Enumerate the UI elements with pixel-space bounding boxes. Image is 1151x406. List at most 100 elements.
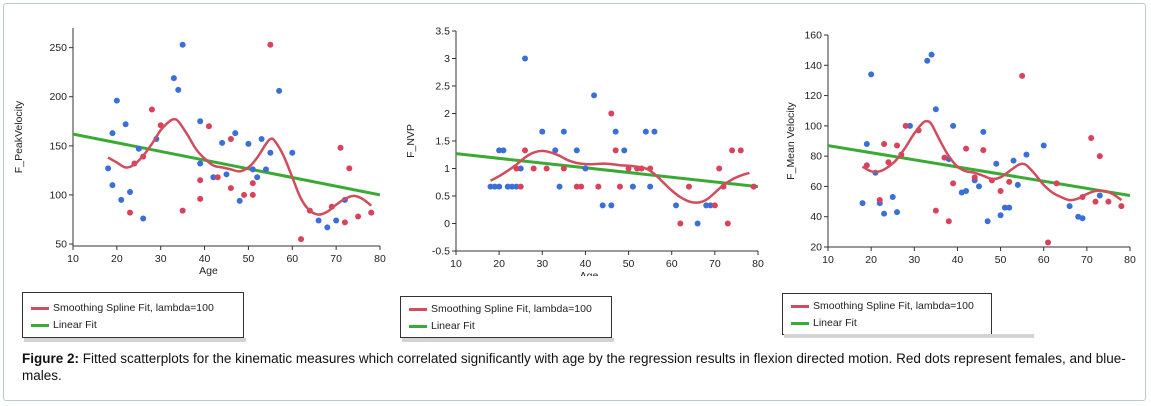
- female-point: [197, 195, 204, 202]
- female-point: [608, 110, 615, 117]
- female-point: [876, 197, 883, 204]
- legend-item-spline: Smoothing Spline Fit, lambda=100: [409, 302, 592, 316]
- male-point: [118, 196, 125, 203]
- male-point: [496, 147, 503, 154]
- male-point: [889, 194, 896, 201]
- female-point: [612, 147, 619, 154]
- female-point: [1092, 198, 1099, 205]
- male-point: [1066, 203, 1073, 210]
- male-point: [262, 166, 269, 173]
- male-point: [703, 202, 710, 209]
- caption-prefix: Figure 2:: [22, 351, 80, 366]
- y-tick-label: 150: [49, 140, 67, 152]
- spline-swatch: [791, 304, 809, 308]
- x-tick-label: 30: [908, 254, 920, 266]
- male-point: [859, 200, 866, 207]
- y-tick-label: 3.5: [435, 26, 450, 38]
- male-point: [513, 183, 520, 190]
- female-point: [179, 207, 186, 214]
- legend-spline-label: Smoothing Spline Fit, lambda=100: [813, 300, 974, 312]
- x-tick-label: 50: [243, 253, 255, 265]
- male-point: [258, 135, 265, 142]
- spline-fit-curve: [861, 119, 1123, 202]
- figure-caption: Figure 2: Fitted scatterplots for the ki…: [22, 350, 1137, 384]
- legend-item-spline: Smoothing Spline Fit, lambda=100: [31, 301, 214, 315]
- legend-shadow-1: [24, 338, 246, 342]
- y-tick-label: 2: [444, 108, 450, 120]
- male-point: [504, 183, 511, 190]
- female-point: [368, 209, 375, 216]
- male-point: [560, 128, 567, 135]
- female-point: [214, 174, 221, 181]
- female-point: [863, 162, 870, 169]
- male-point: [324, 224, 331, 231]
- male-point: [894, 209, 901, 216]
- female-point: [560, 165, 567, 172]
- y-tick-label: 60: [810, 181, 822, 193]
- x-tick-label: 40: [952, 254, 964, 266]
- male-point: [1040, 142, 1047, 149]
- plot-area: [828, 51, 1130, 246]
- male-point: [1014, 181, 1021, 188]
- linear-swatch: [409, 324, 427, 328]
- male-point: [694, 220, 701, 227]
- female-point: [595, 183, 602, 190]
- female-point: [346, 165, 353, 172]
- female-point: [729, 147, 736, 154]
- y-tick-label: 140: [804, 60, 822, 72]
- male-point: [651, 128, 658, 135]
- female-point: [1096, 153, 1103, 160]
- female-point: [980, 147, 987, 154]
- male-point: [1010, 157, 1017, 164]
- y-tick-label: 250: [49, 42, 67, 54]
- male-point: [254, 174, 261, 181]
- x-tick-label: 10: [450, 258, 462, 270]
- chart-panel-mean-velocity: 20 40 60 80 100 120 140 160 10 20 30 40 50 60 70 80 F_Me…: [780, 24, 1145, 276]
- x-tick-label: 50: [995, 254, 1007, 266]
- legend-shadow-3: [784, 334, 1034, 338]
- male-point: [924, 57, 931, 64]
- male-point: [976, 183, 982, 190]
- figure-frame: [3, 3, 1146, 401]
- female-point: [711, 202, 718, 209]
- female-point: [941, 154, 948, 161]
- x-tick-label: 60: [666, 258, 678, 270]
- female-point: [355, 213, 362, 220]
- x-tick-label: 60: [286, 253, 298, 265]
- male-point: [707, 202, 714, 209]
- x-tick-label: 10: [822, 254, 834, 266]
- legend-linear-label: Linear Fit: [813, 317, 857, 329]
- male-point: [135, 145, 142, 152]
- male-point: [608, 202, 615, 209]
- male-point: [612, 128, 619, 135]
- x-tick-label: 20: [865, 254, 877, 266]
- plot-area: [73, 41, 380, 243]
- female-point: [750, 183, 757, 190]
- male-point: [1096, 192, 1103, 199]
- female-point: [530, 165, 537, 172]
- legend-item-spline: Smoothing Spline Fit, lambda=100: [791, 299, 974, 313]
- female-point: [578, 183, 585, 190]
- x-tick-label: 40: [199, 253, 211, 265]
- female-point: [737, 147, 744, 154]
- male-point: [276, 87, 283, 94]
- female-point: [902, 122, 909, 129]
- female-point: [971, 174, 978, 181]
- legend-item-linear: Linear Fit: [31, 318, 97, 332]
- male-point: [629, 183, 636, 190]
- linear-fit-line: [828, 144, 1130, 197]
- y-tick-label: 200: [49, 91, 67, 103]
- female-point: [1053, 180, 1060, 187]
- male-point: [647, 183, 654, 190]
- legend-nvp: Smoothing Spline Fit, lambda=100 Linear …: [400, 296, 612, 338]
- female-point: [616, 183, 623, 190]
- plot-area: [456, 55, 758, 227]
- female-point: [227, 185, 234, 192]
- male-point: [197, 160, 204, 167]
- y-tick-label: 40: [810, 211, 822, 223]
- male-point: [906, 122, 913, 129]
- male-point: [109, 130, 116, 137]
- y-tick-label: 3: [444, 53, 450, 65]
- y-tick-label: 20: [810, 242, 822, 254]
- male-point: [1006, 204, 1013, 211]
